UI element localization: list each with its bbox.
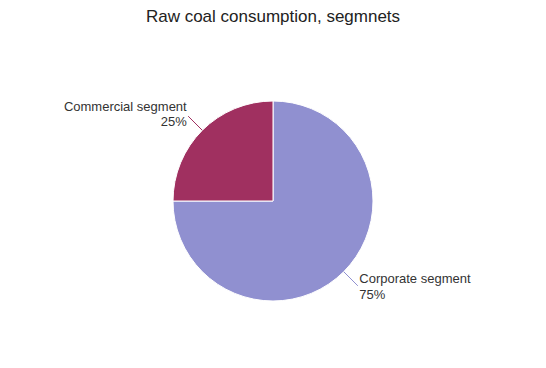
svg-text:Commercial segment25%: Commercial segment25% bbox=[64, 99, 187, 130]
svg-text:Corporate segment75%: Corporate segment75% bbox=[359, 271, 471, 302]
html-text:Raw coal consumption, segmnets: Raw coal consumption, segmnets bbox=[145, 7, 401, 26]
